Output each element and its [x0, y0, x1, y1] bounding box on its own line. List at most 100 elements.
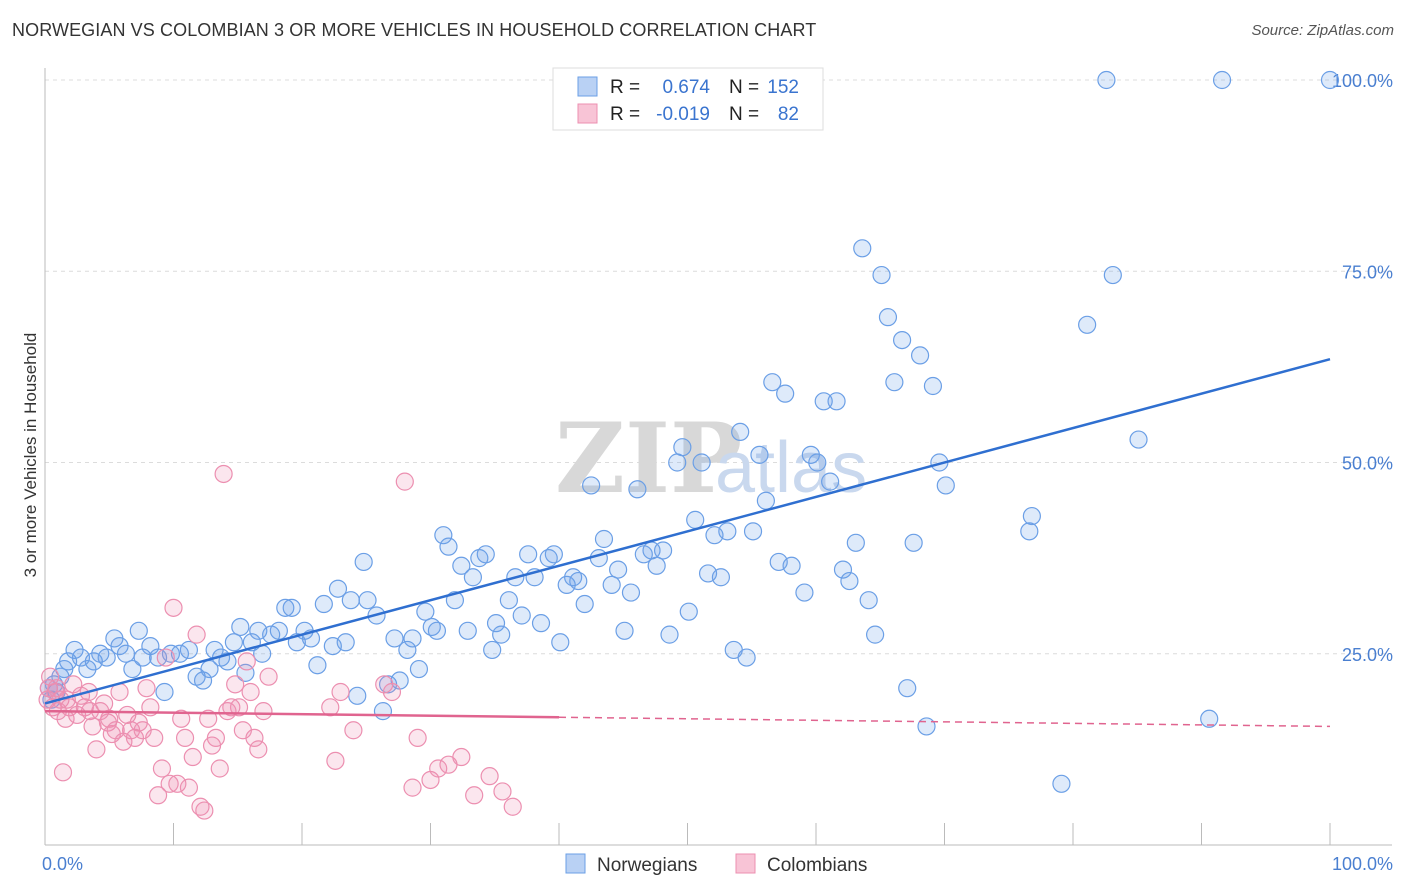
norwegian-point	[621, 583, 641, 602]
norwegian-point	[385, 629, 404, 648]
norwegian-point	[348, 686, 367, 705]
trend-line	[44, 709, 560, 719]
norwegian-point	[1212, 70, 1232, 90]
colombian-point	[87, 740, 106, 759]
colombian-point	[237, 652, 256, 671]
norwegian-point	[647, 556, 666, 575]
norwegian-point	[116, 644, 136, 663]
norwegian-point	[551, 633, 570, 652]
legend-swatch	[735, 853, 756, 874]
r-value: -0.019	[656, 104, 710, 125]
norwegian-point	[439, 537, 458, 556]
norwegian-point	[463, 568, 483, 587]
norwegian-point	[544, 545, 563, 564]
norwegian-point	[499, 591, 518, 610]
trend-line-dashed	[558, 716, 1331, 728]
norwegian-point	[1078, 315, 1097, 334]
colombian-point	[100, 709, 119, 728]
colombian-point	[187, 625, 206, 644]
norwegian-point	[569, 571, 588, 591]
colombian-point	[480, 767, 499, 786]
r-value: 0.674	[662, 77, 710, 98]
norwegian-point	[341, 591, 360, 610]
colombian-point	[245, 728, 264, 748]
colombian-point	[254, 702, 273, 721]
norwegian-point	[827, 392, 846, 411]
norwegian-point	[434, 526, 453, 545]
norwegian-point	[512, 606, 531, 625]
colombian-point	[83, 717, 102, 736]
norwegian-point	[711, 568, 731, 587]
norwegian-point	[782, 556, 801, 575]
norwegian-point	[1020, 522, 1039, 541]
colombian-point	[395, 472, 414, 491]
norwegian-point	[129, 621, 148, 640]
colombian-point	[331, 682, 350, 702]
y-axis-label: 3 or more Vehicles in Household	[21, 333, 40, 578]
norwegian-point	[594, 529, 614, 549]
n-value: 82	[778, 104, 799, 125]
colombian-point	[160, 774, 179, 793]
norwegian-point	[179, 640, 199, 660]
legend-label: Norwegians	[597, 855, 697, 876]
colombian-point	[164, 598, 183, 617]
norwegian-point	[231, 617, 250, 637]
norwegian-point	[776, 384, 795, 403]
norwegian-point	[653, 541, 673, 560]
norwegian-point	[1097, 70, 1116, 90]
norwegian-point	[853, 239, 872, 258]
norwegian-point	[679, 602, 698, 621]
norwegian-point	[821, 472, 840, 491]
colombian-point	[148, 786, 168, 805]
colombian-point	[156, 648, 175, 667]
colombian-point	[429, 759, 448, 778]
n-label: N =	[729, 104, 759, 125]
norwegian-point	[170, 644, 190, 663]
norwegian-point	[1320, 70, 1340, 90]
n-value: 152	[767, 77, 799, 98]
norwegian-point	[97, 648, 116, 667]
norwegian-point	[872, 265, 891, 285]
norwegian-point	[750, 445, 769, 464]
colombian-point	[199, 709, 218, 728]
norwegian-point	[609, 560, 628, 579]
colombian-point	[125, 728, 145, 748]
colombian-point	[39, 679, 58, 698]
colombian-point	[53, 763, 73, 782]
x-tick-label: 0.0%	[42, 854, 83, 874]
colombian-point	[408, 728, 427, 748]
norwegian-point	[269, 621, 288, 640]
colombian-point	[226, 675, 245, 694]
colombian-point	[465, 786, 484, 805]
norwegian-point	[336, 633, 355, 652]
norwegian-point	[885, 373, 904, 392]
data-points	[38, 70, 1340, 820]
norwegian-point	[763, 373, 782, 392]
norwegian-point	[519, 545, 538, 564]
norwegian-point	[1052, 774, 1071, 793]
norwegian-point	[193, 671, 213, 690]
trend-line	[44, 358, 1331, 705]
y-tick-label: 75.0%	[1342, 262, 1393, 282]
colombian-point	[321, 698, 340, 717]
norwegian-point	[486, 614, 506, 633]
norwegian-point	[1022, 506, 1041, 526]
norwegian-point	[314, 594, 333, 614]
norwegian-point	[737, 648, 756, 667]
colombian-point	[493, 782, 512, 801]
norwegian-point	[358, 591, 377, 610]
n-label: N =	[729, 77, 759, 98]
stats-swatch	[577, 103, 598, 124]
y-tick-label: 25.0%	[1342, 645, 1393, 665]
norwegian-point	[731, 422, 750, 441]
norwegian-point	[718, 522, 737, 541]
norwegian-point	[1103, 265, 1122, 285]
colombian-point	[382, 682, 402, 702]
norwegian-point	[458, 621, 477, 640]
colombian-point	[210, 759, 229, 778]
norwegian-point	[409, 659, 429, 679]
norwegian-point	[602, 575, 621, 595]
colombian-point	[503, 797, 522, 816]
r-label: R =	[610, 77, 640, 98]
